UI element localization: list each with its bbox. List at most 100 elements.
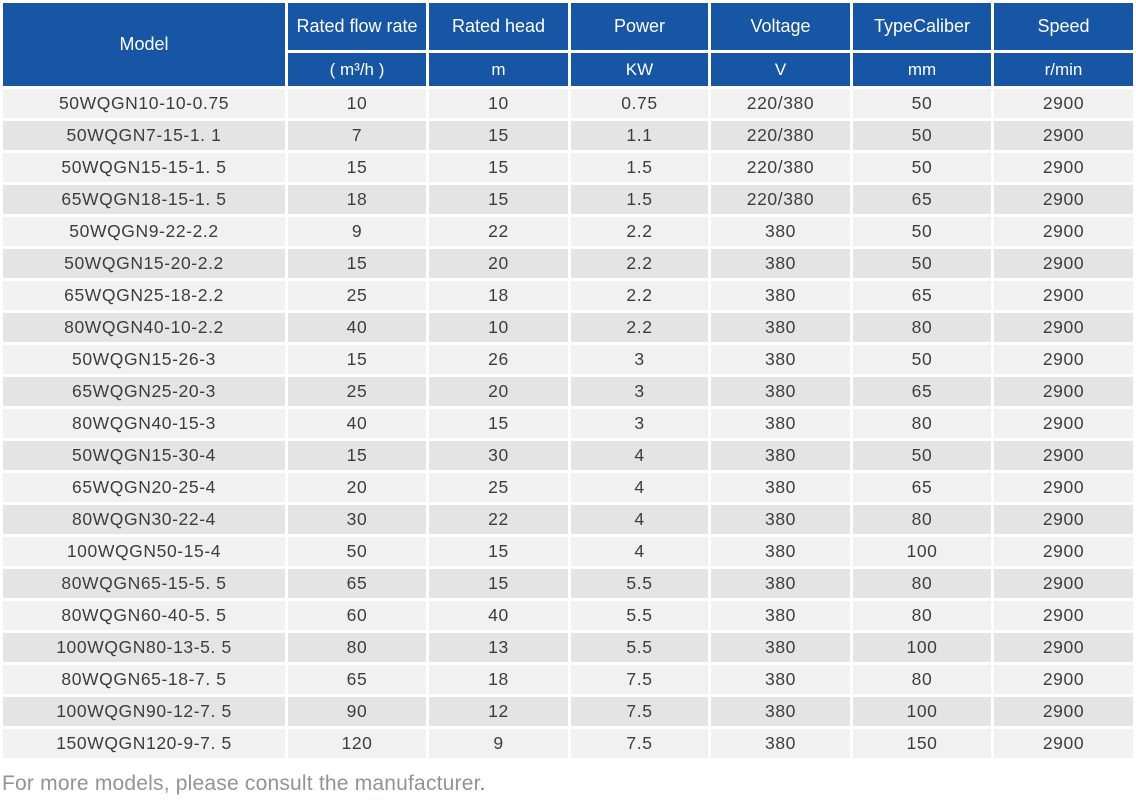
speed-cell: 2900 [991, 534, 1136, 569]
table-body: 50WQGN10-10-0.75 10 10 0.75 220/380 50 2900 50W… [0, 86, 1136, 761]
caliber-cell: 50 [850, 246, 994, 281]
caliber-cell: 50 [850, 86, 994, 121]
model-cell: 65WQGN20-25-4 [0, 470, 288, 505]
table-row: 50WQGN15-20-2.2 15 20 2.2 380 50 2900 [0, 246, 1136, 281]
head-cell: 25 [426, 470, 571, 505]
speed-cell: 2900 [991, 310, 1136, 345]
speed-cell: 2900 [991, 502, 1136, 537]
voltage-cell: 380 [708, 534, 853, 569]
table-row: 65WQGN25-18-2.2 25 18 2.2 380 65 2900 [0, 278, 1136, 313]
model-cell: 80WQGN30-22-4 [0, 502, 288, 537]
table-row: 150WQGN120-9-7. 5 120 9 7.5 380 150 2900 [0, 726, 1136, 761]
voltage-cell: 380 [708, 694, 853, 729]
power-cell: 5.5 [568, 598, 711, 633]
speed-cell: 2900 [991, 438, 1136, 473]
power-cell: 4 [568, 438, 711, 473]
table-row: 50WQGN15-15-1. 5 15 15 1.5 220/380 50 2900 [0, 150, 1136, 185]
speed-cell: 2900 [991, 374, 1136, 409]
caliber-cell: 50 [850, 342, 994, 377]
table-row: 80WQGN65-15-5. 5 65 15 5.5 380 80 2900 [0, 566, 1136, 601]
model-cell: 50WQGN15-15-1. 5 [0, 150, 288, 185]
model-cell: 50WQGN15-26-3 [0, 342, 288, 377]
voltage-cell: 380 [708, 342, 853, 377]
head-cell: 12 [426, 694, 571, 729]
caliber-cell: 50 [850, 118, 994, 153]
head-cell: 18 [426, 662, 571, 697]
table-row: 50WQGN15-30-4 15 30 4 380 50 2900 [0, 438, 1136, 473]
caliber-cell: 80 [850, 662, 994, 697]
caliber-cell: 65 [850, 182, 994, 217]
voltage-cell: 380 [708, 566, 853, 601]
head-cell: 26 [426, 342, 571, 377]
flow-rate-cell: 25 [285, 374, 429, 409]
model-cell: 50WQGN7-15-1. 1 [0, 118, 288, 153]
caliber-cell: 65 [850, 470, 994, 505]
speed-cell: 2900 [991, 118, 1136, 153]
voltage-cell: 380 [708, 438, 853, 473]
flow-rate-cell: 65 [285, 662, 429, 697]
head-cell: 15 [426, 118, 571, 153]
voltage-cell: 220/380 [708, 182, 853, 217]
speed-cell: 2900 [991, 662, 1136, 697]
table-row: 80WQGN40-15-3 40 15 3 380 80 2900 [0, 406, 1136, 441]
head-cell: 30 [426, 438, 571, 473]
caliber-cell: 80 [850, 502, 994, 537]
head-cell: 10 [426, 86, 571, 121]
caliber-cell: 80 [850, 310, 994, 345]
table-row: 65WQGN18-15-1. 5 18 15 1.5 220/380 65 2900 [0, 182, 1136, 217]
flow-rate-cell: 10 [285, 86, 429, 121]
model-cell: 80WQGN65-15-5. 5 [0, 566, 288, 601]
power-cell: 2.2 [568, 310, 711, 345]
caliber-cell: 100 [850, 630, 994, 665]
column-header-power: Power [568, 0, 711, 53]
voltage-cell: 220/380 [708, 86, 853, 121]
table-row: 80WQGN30-22-4 30 22 4 380 80 2900 [0, 502, 1136, 537]
flow-rate-cell: 40 [285, 310, 429, 345]
pump-spec-table: Model Rated flow rate Rated head Power V… [0, 0, 1136, 761]
table-row: 80WQGN40-10-2.2 40 10 2.2 380 80 2900 [0, 310, 1136, 345]
table-row: 50WQGN9-22-2.2 9 22 2.2 380 50 2900 [0, 214, 1136, 249]
voltage-cell: 380 [708, 502, 853, 537]
flow-rate-cell: 25 [285, 278, 429, 313]
power-cell: 3 [568, 406, 711, 441]
model-cell: 100WQGN50-15-4 [0, 534, 288, 569]
voltage-cell: 380 [708, 278, 853, 313]
power-cell: 4 [568, 534, 711, 569]
power-cell: 1.1 [568, 118, 711, 153]
voltage-cell: 380 [708, 630, 853, 665]
model-cell: 80WQGN60-40-5. 5 [0, 598, 288, 633]
flow-rate-cell: 120 [285, 726, 429, 761]
power-cell: 5.5 [568, 630, 711, 665]
power-cell: 3 [568, 342, 711, 377]
column-header-model: Model [0, 0, 288, 89]
flow-rate-cell: 18 [285, 182, 429, 217]
flow-rate-cell: 15 [285, 438, 429, 473]
model-cell: 50WQGN9-22-2.2 [0, 214, 288, 249]
caliber-cell: 65 [850, 278, 994, 313]
table-row: 80WQGN65-18-7. 5 65 18 7.5 380 80 2900 [0, 662, 1136, 697]
flow-rate-cell: 60 [285, 598, 429, 633]
speed-cell: 2900 [991, 598, 1136, 633]
flow-rate-cell: 9 [285, 214, 429, 249]
footer-note-text: For more models, please consult the manu… [2, 772, 480, 795]
table-row: 100WQGN50-15-4 50 15 4 380 100 2900 [0, 534, 1136, 569]
speed-cell: 2900 [991, 726, 1136, 761]
speed-cell: 2900 [991, 150, 1136, 185]
head-cell: 20 [426, 246, 571, 281]
table-row: 80WQGN60-40-5. 5 60 40 5.5 380 80 2900 [0, 598, 1136, 633]
power-cell: 1.5 [568, 150, 711, 185]
table-row: 50WQGN7-15-1. 1 7 15 1.1 220/380 50 2900 [0, 118, 1136, 153]
head-cell: 15 [426, 406, 571, 441]
head-cell: 18 [426, 278, 571, 313]
column-header-rated-head: Rated head [426, 0, 571, 53]
unit-rated-head: m [426, 50, 571, 89]
column-header-voltage: Voltage [708, 0, 853, 53]
voltage-cell: 380 [708, 662, 853, 697]
unit-type-caliber: mm [850, 50, 994, 89]
table-header: Model Rated flow rate Rated head Power V… [0, 0, 1136, 89]
power-cell: 7.5 [568, 662, 711, 697]
caliber-cell: 100 [850, 534, 994, 569]
flow-rate-cell: 65 [285, 566, 429, 601]
model-cell: 150WQGN120-9-7. 5 [0, 726, 288, 761]
